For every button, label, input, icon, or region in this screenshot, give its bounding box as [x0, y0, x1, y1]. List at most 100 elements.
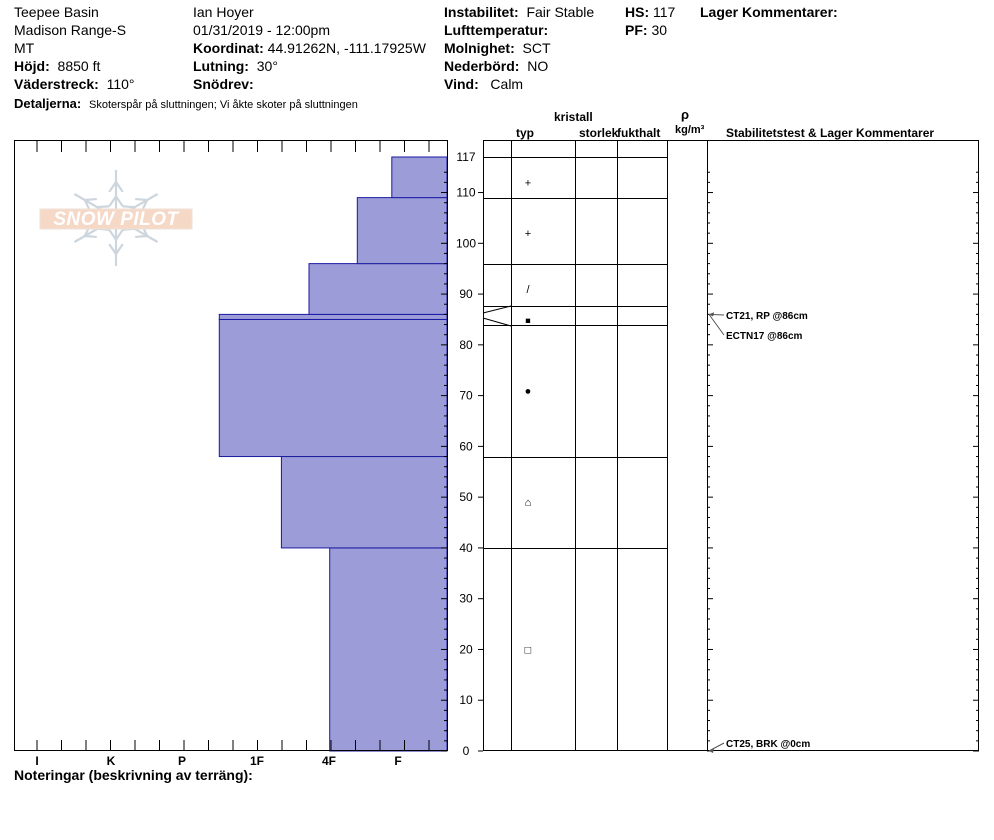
- hardness-plot-frame: [14, 140, 448, 751]
- depth-tick-label: 70: [459, 389, 473, 403]
- depth-tick-label: 0: [463, 744, 470, 758]
- depth-tick-label: 50: [459, 490, 473, 504]
- location: Teepee Basin: [14, 4, 99, 20]
- coordinate-label: Koordinat:: [193, 40, 264, 56]
- notes-label: Noteringar (beskrivning av terräng):: [14, 767, 253, 783]
- crystal-symbol: /: [526, 284, 530, 296]
- snowflake-branch: [108, 229, 117, 241]
- moisture-header: fukthalt: [617, 126, 661, 140]
- stability-row: Instabilitet: Fair Stable: [444, 3, 594, 21]
- wind-loading-label: Snödrev:: [193, 76, 254, 92]
- snowflake-branch: [84, 234, 97, 239]
- precip-row: Nederbörd: NO: [444, 57, 548, 75]
- depth-tick-label: 100: [456, 236, 476, 250]
- stability-column-ticks: [707, 171, 979, 752]
- sky-value: SCT: [522, 40, 551, 56]
- hardness-label: F: [394, 754, 401, 768]
- air-temp-label: Lufttemperatur:: [444, 22, 549, 38]
- snowflake-branch: [115, 243, 124, 255]
- crystal-symbol: □: [525, 644, 532, 656]
- coordinate-value: 44.91262N, -111.17925W: [267, 40, 426, 56]
- stability-tests: CT21, RP @86cm ECTN17 @86cm CT25, BRK @0cm: [708, 311, 810, 753]
- snowflake-branch: [108, 243, 117, 255]
- crystal-symbol: +: [525, 177, 531, 189]
- depth-tick-label: 20: [459, 642, 473, 656]
- hardness-layer: [280, 456, 448, 549]
- pf-row: PF: 30: [625, 21, 667, 39]
- size-header: storlek: [579, 126, 619, 140]
- snowflake-branch: [135, 234, 148, 239]
- wind-value: Calm: [490, 76, 524, 92]
- svg-text:SNOW PILOT: SNOW PILOT: [53, 209, 179, 230]
- elevation-row: Höjd: 8850 ft: [14, 57, 100, 75]
- snowflake-branch: [135, 197, 148, 202]
- state: MT: [14, 40, 35, 56]
- hardness-label: K: [107, 754, 116, 768]
- aspect-value: 110°: [106, 76, 135, 92]
- details-value: Skoterspår på sluttningen; Vi åkte skote…: [88, 99, 358, 111]
- stability-test-pointer: [708, 314, 725, 336]
- wind-label: Vind:: [444, 76, 479, 92]
- pf-value: 30: [651, 22, 668, 38]
- depth-tick-label: 110: [456, 186, 475, 200]
- coordinate-row: Koordinat: 44.91262N, -111.17925W: [193, 39, 426, 57]
- hardness-layer: [218, 313, 448, 320]
- crystal-header: kristall: [554, 110, 593, 124]
- slope-label: Lutning:: [193, 58, 249, 74]
- depth-tick-label: 10: [459, 693, 473, 707]
- snowflake-branch: [122, 205, 135, 209]
- range: Madison Range-S: [14, 22, 127, 38]
- hardness-layer: [391, 156, 448, 199]
- hs-row: HS: 117: [625, 3, 675, 21]
- precip-label: Nederbörd:: [444, 58, 520, 74]
- stability-test-arrowhead: [709, 312, 714, 317]
- snowflake-branch: [108, 181, 117, 193]
- stability-header: Stabilitetstest & Lager Kommentarer: [726, 126, 935, 140]
- layer-table-frame: [483, 140, 979, 751]
- stability-label: Instabilitet:: [444, 4, 519, 20]
- hardness-layer: [218, 318, 448, 458]
- crystal-symbol: ⌂: [525, 497, 532, 509]
- air-temp-row: Lufttemperatur:: [444, 21, 548, 39]
- hardness-bottom-ticks: [36, 740, 430, 751]
- hardness-label: 1F: [250, 754, 264, 768]
- hardness-layer: [329, 547, 448, 752]
- hardness-layer: [308, 263, 448, 315]
- layer-boundary-lines: [482, 157, 667, 549]
- pf-label: PF:: [625, 22, 648, 38]
- snowflake-branch: [84, 197, 97, 202]
- snow-pilot-logo: SNOW PILOT: [39, 170, 193, 266]
- hs-label: HS:: [625, 4, 650, 20]
- thin-layer-connector: [482, 317, 512, 327]
- crystal-symbols: + + / ■ ● ⌂ □: [525, 177, 532, 656]
- crystal-symbol: +: [525, 228, 531, 240]
- stability-test-label: ECTN17 @86cm: [726, 331, 803, 342]
- depth-top-label: 117: [456, 150, 475, 164]
- stability-value: Fair Stable: [526, 4, 595, 20]
- depth-tick-label: 40: [459, 541, 473, 555]
- hardness-label: P: [178, 754, 186, 768]
- aspect-row: Väderstreck: 110°: [14, 75, 135, 93]
- hardness-label: I: [35, 754, 38, 768]
- depth-tick-label: 80: [459, 338, 473, 352]
- hardness-top-ticks: [36, 141, 430, 152]
- layer-comments-label: Lager Kommentarer:: [700, 4, 838, 20]
- stability-test-label: CT21, RP @86cm: [726, 311, 808, 322]
- sky-row: Molnighet: SCT: [444, 39, 551, 57]
- details-label: Detaljerna:: [14, 96, 82, 111]
- stability-test-arrowhead: [709, 749, 714, 753]
- crystal-symbol: ■: [525, 315, 530, 325]
- precip-value: NO: [527, 58, 549, 74]
- details-row: Detaljerna: Skoterspår på sluttningen; V…: [14, 94, 358, 114]
- observer: Ian Hoyer: [193, 4, 254, 20]
- depth-axis: 0 10 20 30 40 50 60 70 80 90 100 110 117: [441, 150, 483, 758]
- aspect-label: Väderstreck:: [14, 76, 99, 92]
- snowflake-branch: [108, 195, 117, 207]
- depth-tick-label: 60: [459, 439, 473, 453]
- slope-row: Lutning: 30°: [193, 57, 278, 75]
- thin-layer-connector: [482, 305, 512, 314]
- type-header: typ: [516, 126, 534, 140]
- elevation-label: Höjd:: [14, 58, 50, 74]
- density-unit-header: kg/m³: [675, 124, 705, 136]
